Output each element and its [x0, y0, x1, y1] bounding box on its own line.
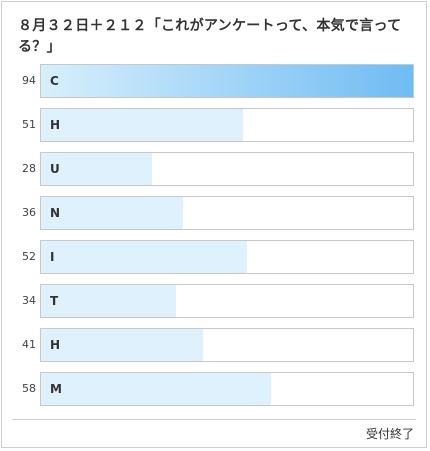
option-label: U	[50, 162, 60, 176]
poll-title: ８月３２日＋２１２「これがアンケートって、本気で言ってる？」	[18, 18, 402, 55]
poll-status: 受付終了	[365, 427, 414, 441]
poll-option[interactable]: 52 I	[2, 240, 428, 274]
vote-count: 52	[22, 250, 36, 263]
poll-option[interactable]: 28 U	[2, 152, 428, 186]
option-label: H	[50, 118, 61, 132]
option-bar[interactable]: C	[40, 64, 414, 98]
poll-option[interactable]: 36 N	[2, 196, 428, 230]
poll-option[interactable]: 34 T	[2, 284, 428, 318]
option-label: H	[50, 338, 61, 352]
vote-count: 34	[22, 294, 36, 307]
vote-count: 36	[22, 206, 36, 219]
option-bar[interactable]: N	[40, 196, 414, 230]
option-label: N	[50, 206, 61, 220]
option-label: I	[50, 250, 55, 264]
vote-fill	[41, 241, 247, 273]
option-label: T	[50, 294, 59, 308]
vote-fill	[41, 373, 271, 405]
vote-count: 58	[22, 382, 36, 395]
vote-count: 28	[22, 162, 36, 175]
option-bar[interactable]: I	[40, 240, 414, 274]
vote-fill	[41, 285, 176, 317]
vote-fill	[41, 197, 183, 229]
option-bar[interactable]: M	[40, 372, 414, 406]
option-bar[interactable]: U	[40, 152, 414, 186]
poll-option[interactable]: 94 C	[2, 64, 428, 98]
vote-count: 94	[22, 74, 36, 87]
poll-option[interactable]: 41 H	[2, 328, 428, 362]
vote-fill	[41, 65, 413, 97]
option-bar[interactable]: H	[40, 108, 414, 142]
vote-fill	[41, 329, 203, 361]
option-label: C	[50, 74, 59, 88]
vote-count: 41	[22, 338, 36, 351]
poll-option[interactable]: 51 H	[2, 108, 428, 142]
poll-option[interactable]: 58 M	[2, 372, 428, 406]
vote-fill	[41, 153, 152, 185]
option-bar[interactable]: T	[40, 284, 414, 318]
footer-divider	[12, 419, 416, 420]
vote-count: 51	[22, 118, 36, 131]
option-label: M	[50, 382, 62, 396]
vote-fill	[41, 109, 243, 141]
option-bar[interactable]: H	[40, 328, 414, 362]
